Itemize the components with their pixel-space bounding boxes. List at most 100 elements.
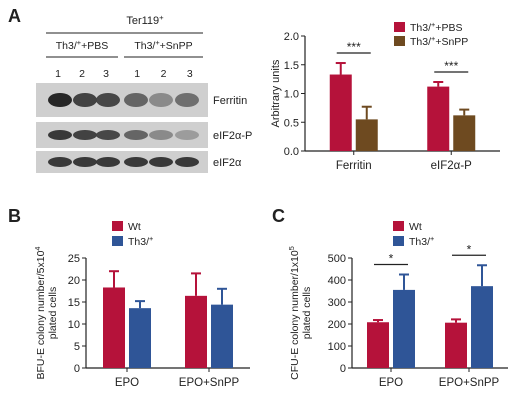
significance-stars: * (467, 242, 472, 256)
legend-label-main: Th3/ (410, 36, 431, 48)
y-axis-label: Arbitrary units (270, 59, 282, 127)
y-axis-label-line: plated cells (47, 287, 59, 340)
y-tick-label: 100 (328, 341, 346, 353)
blot-group-label-0-sup: + (77, 38, 81, 47)
bar (453, 115, 476, 151)
legend-label-sup: + (430, 234, 434, 243)
blot-band (73, 93, 97, 107)
chart-c: 0 100 200 300 400 500 CFU-E colony number/1x10… (287, 221, 508, 389)
legend-label-main: Th3/ (409, 236, 430, 248)
legend-swatch (393, 236, 404, 246)
y-tick-label: 2.0 (284, 31, 299, 43)
blot-lane-number: 3 (103, 68, 109, 80)
y-tick-label: 10 (68, 319, 80, 331)
y-axis-label-line-main: CFU-E colony number/1x10 (289, 250, 301, 380)
blot-group-label-0-main: Th3/ (56, 40, 77, 52)
bar (427, 86, 450, 151)
blot-group-label-1-main: Th3/ (134, 40, 155, 52)
x-tick-label: EPO (379, 377, 403, 389)
x-tick-label: EPO+SnPP (439, 377, 500, 389)
significance-stars: *** (444, 59, 458, 73)
legend-label-main: Th3/ (128, 236, 149, 248)
blot-group-label-0: Th3/++PBS (56, 38, 108, 53)
y-tick-label: 0 (74, 363, 80, 375)
y-axis-label-line: CFU-E colony number/1x105 (287, 246, 302, 380)
bar (367, 322, 389, 368)
legend-label: Wt (128, 221, 141, 233)
x-tick-label: Ferritin (336, 160, 372, 172)
y-axis-label-line-sup: 4 (33, 246, 42, 250)
x-tick-label: EPO+SnPP (179, 377, 240, 389)
blot-row-label: Ferritin (213, 95, 247, 107)
blot-lane-number: 1 (55, 68, 61, 80)
blot-row-label: eIF2α-P (213, 130, 252, 142)
panel-label-c: C (272, 206, 285, 226)
bar (103, 287, 125, 368)
y-tick-label: 0.0 (284, 146, 299, 158)
significance-stars: *** (347, 40, 361, 54)
y-tick-label: 300 (328, 297, 346, 309)
y-tick-label: 5 (74, 341, 80, 353)
legend-swatch (112, 221, 123, 231)
y-axis-label-line: plated cells (301, 287, 313, 340)
y-axis-label-line-sup: 5 (287, 246, 296, 250)
x-tick-label: eIF2α-P (431, 160, 472, 172)
panel-label-b: B (8, 206, 21, 226)
bar (471, 286, 493, 368)
legend-label-post: +SnPP (435, 36, 468, 48)
legend-swatch (393, 221, 404, 231)
y-tick-label: 15 (68, 297, 80, 309)
blot-header-main: Ter119 (126, 15, 159, 27)
blot-group-label-0-post: +PBS (81, 40, 108, 52)
y-axis-label-line-main: plated cells (47, 287, 59, 340)
blot-band (124, 157, 148, 167)
y-tick-label: 200 (328, 319, 346, 331)
bar (355, 119, 378, 151)
blot-band (149, 157, 173, 167)
legend-label-main: Th3/ (410, 22, 431, 34)
blot-band (48, 157, 72, 167)
bar (211, 304, 233, 368)
bar (393, 289, 415, 368)
legend-label-sup: + (431, 20, 435, 29)
blot-band (73, 157, 97, 167)
blot-lane-number: 2 (161, 68, 167, 80)
bar (185, 295, 207, 368)
legend-swatch (112, 236, 123, 246)
blot-lane-number: 3 (187, 68, 193, 80)
x-tick-label: EPO (115, 377, 139, 389)
legend-label-sup: + (149, 234, 153, 243)
blot-band (124, 130, 148, 140)
blot-group-label-1-post: +SnPP (160, 40, 193, 52)
y-tick-label: 500 (328, 253, 346, 265)
blot-band (48, 130, 72, 140)
blot-band (48, 93, 72, 107)
blot-band (149, 93, 173, 107)
y-axis-label-line: BFU-E colony number/5x104 (33, 246, 48, 379)
blot-band (96, 130, 120, 140)
legend-label: Th3/++SnPP (410, 34, 468, 49)
y-tick-label: 0.5 (284, 117, 299, 129)
y-tick-label: 0 (340, 363, 346, 375)
chart-a: 0.0 0.5 1.0 1.5 2.0 Arbitrary units *** Ferriti… (270, 20, 500, 172)
panel-label-a: A (8, 6, 21, 26)
legend-label-main: Wt (409, 221, 422, 233)
legend-label: Th3/++PBS (410, 20, 462, 35)
blot-row-label: eIF2α (213, 157, 242, 169)
blot-band (175, 93, 199, 107)
blot-lane-number: 2 (79, 68, 85, 80)
bar (129, 308, 151, 368)
blot-band (175, 157, 199, 167)
blot-strip (36, 151, 208, 173)
legend-label: Th3/+ (409, 234, 434, 249)
blot-band (124, 93, 148, 107)
significance-stars: * (389, 252, 394, 266)
blot-band (96, 93, 120, 107)
legend-label: Th3/+ (128, 234, 153, 249)
legend-label-sup: + (431, 34, 435, 43)
legend-label: Wt (409, 221, 422, 233)
blot-band (73, 130, 97, 140)
blot-band (175, 130, 199, 140)
